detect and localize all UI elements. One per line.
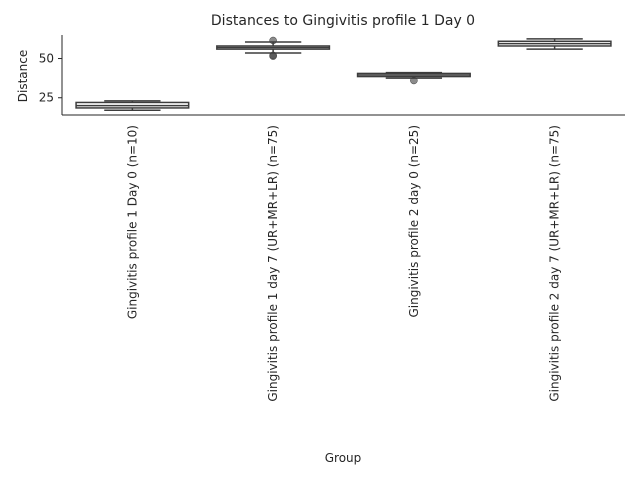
outlier-point bbox=[410, 76, 418, 85]
box-group bbox=[497, 38, 612, 50]
x-axis-label: Group bbox=[325, 451, 362, 465]
chart-title: Distances to Gingivitis profile 1 Day 0 bbox=[211, 13, 475, 29]
x-tick-label: Gingivitis profile 2 day 0 (n=25) bbox=[407, 125, 421, 318]
x-tick-label: Gingivitis profile 1 Day 0 (n=10) bbox=[125, 125, 139, 319]
y-tick-label: 50 bbox=[39, 52, 54, 66]
outlier-point bbox=[269, 52, 277, 60]
box-group bbox=[75, 100, 190, 112]
box-group bbox=[356, 71, 471, 85]
outlier-point bbox=[269, 36, 277, 45]
box-group bbox=[216, 36, 331, 60]
y-tick-label: 25 bbox=[39, 91, 54, 105]
x-tick-label: Gingivitis profile 2 day 7 (UR+MR+LR) (n… bbox=[548, 125, 562, 402]
y-axis-label: Distance bbox=[16, 50, 30, 102]
x-tick-label: Gingivitis profile 1 day 7 (UR+MR+LR) (n… bbox=[266, 125, 280, 402]
